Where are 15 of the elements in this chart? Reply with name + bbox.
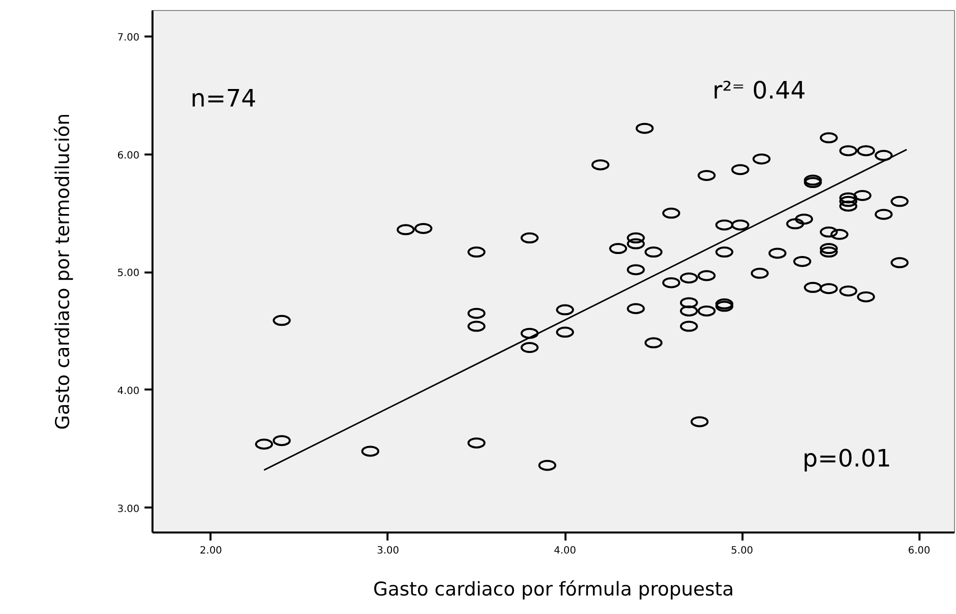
x-tick-label: 6.00: [908, 546, 930, 556]
x-tick-label: 3.00: [376, 546, 400, 556]
y-axis-title: Gasto cardiaco por termodilución: [52, 113, 74, 430]
y-tick-label: 3.00: [117, 504, 140, 515]
y-tick-label: 7.00: [117, 32, 140, 44]
x-tick-label: 2.00: [200, 546, 222, 556]
y-tick-label: 4.00: [117, 386, 140, 397]
x-tick-label: 4.00: [554, 546, 576, 556]
annotation: p=0.01: [802, 444, 892, 472]
x-axis-title: Gasto cardiaco por fórmula propuesta: [373, 578, 734, 600]
y-tick-label: 6.00: [117, 150, 140, 162]
x-tick-label: 5.00: [730, 546, 754, 556]
annotation: n=74: [190, 84, 256, 112]
y-tick-label: 5.00: [117, 268, 140, 280]
annotation: r²⁼ 0.44: [712, 76, 806, 104]
